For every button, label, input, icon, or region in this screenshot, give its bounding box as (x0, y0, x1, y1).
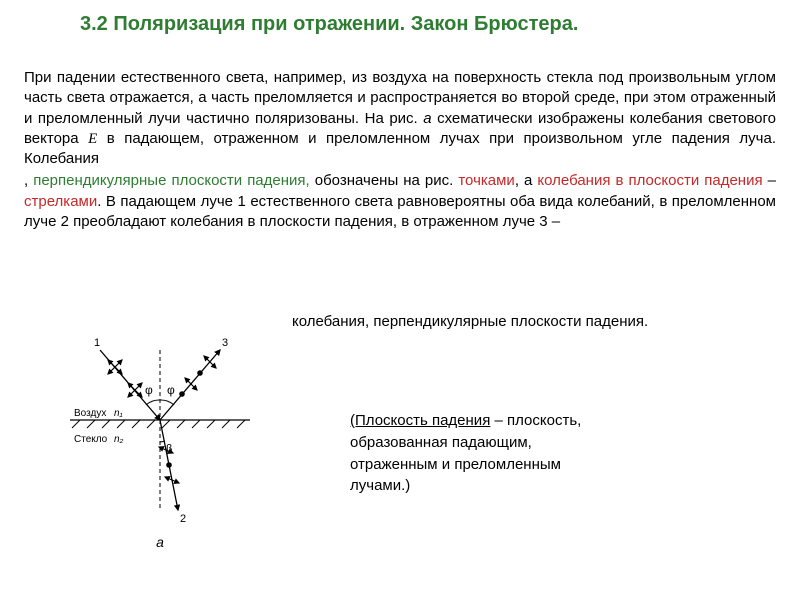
slide: 3.2 Поляризация при отражении. Закон Брю… (0, 0, 800, 600)
seg-dash: – (763, 172, 776, 189)
label-ray1: 1 (94, 337, 100, 349)
label-medium2: Стекло (74, 434, 108, 445)
seg-t4: в плоскости падения, в отраженном луче 3… (243, 213, 560, 230)
label-n1: n₁ (114, 408, 123, 419)
seg-perp: перпендикулярные плоскости падения, (33, 172, 310, 189)
diagram-svg: 1 3 2 φ φ β Воздух n₁ Стекло n₂ (60, 330, 260, 530)
para1-fig: а (423, 110, 431, 127)
seg-t2: , а (515, 172, 538, 189)
seg-para: колебания в плоскости падения (537, 172, 762, 189)
label-n2: n₂ (114, 434, 124, 445)
seg-t1: обозначены на рис. (310, 172, 459, 189)
seg-dots: точками (458, 172, 514, 189)
label-phi-l: φ (145, 383, 153, 397)
para1-e: E (88, 131, 97, 147)
figure-caption: а (60, 534, 260, 550)
label-phi-r: φ (167, 383, 175, 397)
body-text-2: колебания, перпендикулярные плоскости па… (292, 312, 776, 332)
para1-c: в падающем, отраженном и преломленном лу… (24, 130, 776, 167)
seg-arr: стрелками (24, 193, 97, 210)
label-ray3: 3 (222, 337, 228, 349)
label-ray2: 2 (180, 513, 186, 525)
note-box: (Плоскость падения – плоскость, образова… (350, 410, 610, 497)
figure-a: 1 3 2 φ φ β Воздух n₁ Стекло n₂ а (60, 330, 260, 550)
label-beta: β (166, 443, 172, 455)
body-text: При падении естественного света, наприме… (24, 68, 776, 234)
note-underlined: (Плоскость падения (350, 412, 490, 429)
label-medium1: Воздух (74, 408, 106, 419)
section-title: 3.2 Поляризация при отражении. Закон Брю… (80, 12, 720, 37)
seg-comma: , (24, 172, 33, 189)
